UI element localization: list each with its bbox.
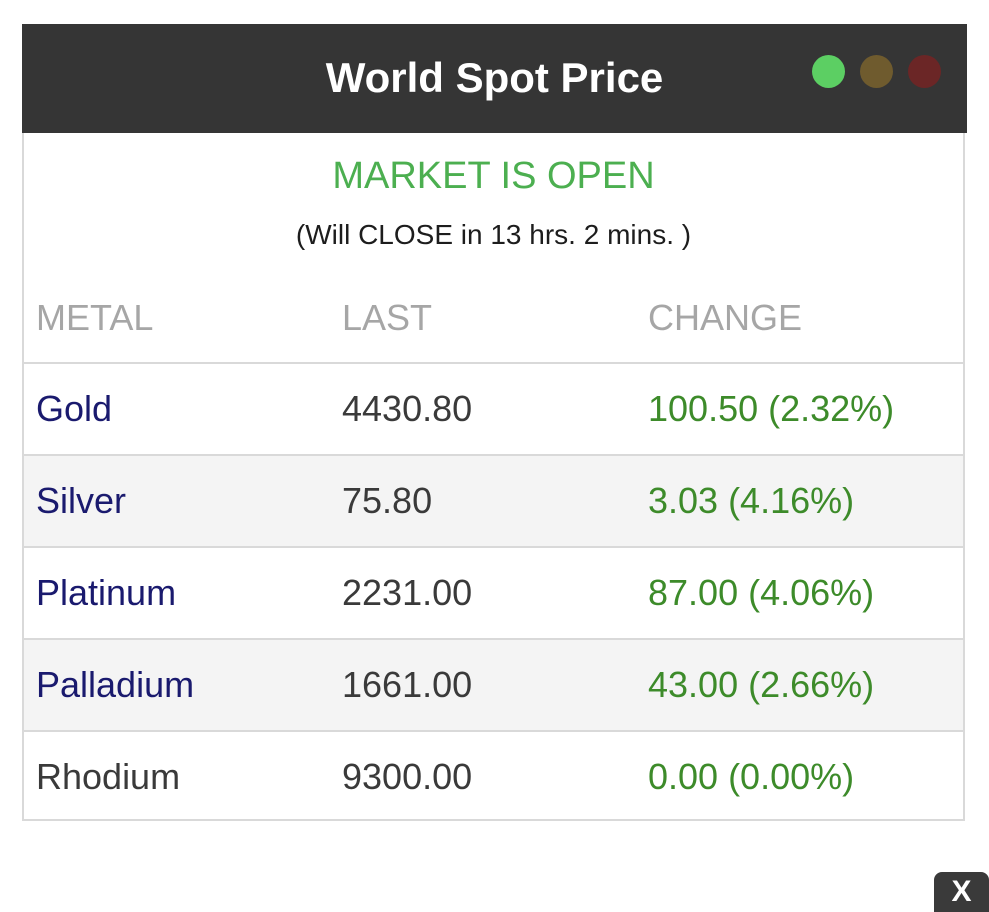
change-silver: 3.03 (4.16%)	[648, 480, 855, 521]
column-header-metal: METAL	[36, 297, 154, 338]
table-row-platinum: Platinum 2231.00 87.00 (4.06%)	[24, 546, 963, 638]
last-price-platinum: 2231.00	[342, 572, 473, 613]
change-rhodium: 0.00 (0.00%)	[648, 756, 855, 797]
close-ad-button[interactable]: X	[934, 872, 989, 912]
table-row-silver: Silver 75.80 3.03 (4.16%)	[24, 454, 963, 546]
green-status-dot	[812, 55, 845, 88]
metal-link-platinum[interactable]: Platinum	[36, 572, 177, 613]
column-header-last: LAST	[342, 297, 433, 338]
table-row-rhodium: Rhodium 9300.00 0.00 (0.00%)	[24, 730, 963, 822]
widget-header: World Spot Price	[22, 24, 967, 133]
metal-link-silver[interactable]: Silver	[36, 480, 127, 521]
table-row-gold: Gold 4430.80 100.50 (2.32%)	[24, 362, 963, 454]
change-gold: 100.50 (2.32%)	[648, 388, 895, 429]
change-platinum: 87.00 (4.06%)	[648, 572, 875, 613]
red-status-dot	[908, 55, 941, 88]
widget-title: World Spot Price	[325, 54, 664, 101]
column-header-change: CHANGE	[648, 297, 803, 338]
market-status: MARKET IS OPEN	[332, 155, 655, 197]
change-palladium: 43.00 (2.66%)	[648, 664, 875, 705]
spot-price-widget: World Spot Price MARKET IS OPEN (Will CL…	[22, 24, 967, 822]
metal-name-rhodium: Rhodium	[36, 756, 181, 797]
last-price-palladium: 1661.00	[342, 664, 473, 705]
metal-link-gold[interactable]: Gold	[36, 388, 113, 429]
last-price-rhodium: 9300.00	[342, 756, 473, 797]
market-close-countdown: (Will CLOSE in 13 hrs. 2 mins. )	[295, 219, 692, 250]
last-price-gold: 4430.80	[342, 388, 473, 429]
price-table: Gold 4430.80 100.50 (2.32%) Silver 75.80…	[24, 362, 963, 822]
metal-link-palladium[interactable]: Palladium	[36, 664, 195, 705]
yellow-status-dot	[860, 55, 893, 88]
last-price-silver: 75.80	[342, 480, 433, 521]
table-row-palladium: Palladium 1661.00 43.00 (2.66%)	[24, 638, 963, 730]
